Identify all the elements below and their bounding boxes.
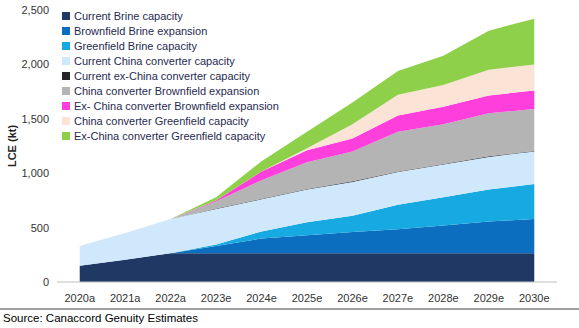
x-tick-label: 2026e <box>337 292 368 304</box>
y-tick <box>54 282 57 283</box>
x-tick-label: 2023e <box>201 292 232 304</box>
x-tick-label: 2024e <box>246 292 277 304</box>
x-tick-label: 2030e <box>519 292 550 304</box>
legend-swatch <box>62 132 70 140</box>
legend: Current Brine capacity Brownfield Brine e… <box>62 10 279 142</box>
legend-label: Brownfield Brine expansion <box>74 25 207 37</box>
legend-swatch <box>62 87 70 95</box>
y-tick-label: 1,500 <box>21 113 49 125</box>
legend-swatch <box>62 57 70 65</box>
source-note: Source: Canaccord Genuity Estimates <box>3 312 198 324</box>
legend-label: China converter Greenfield capacity <box>74 115 249 127</box>
y-tick-label: 2,000 <box>21 58 49 70</box>
x-tick-label: 2021a <box>110 292 141 304</box>
y-axis-label: LCE (kt) <box>6 125 18 168</box>
x-tick-label: 2027e <box>383 292 414 304</box>
y-tick-label: 1,000 <box>21 167 49 179</box>
legend-swatch <box>62 42 70 50</box>
x-tick-label: 2025e <box>292 292 323 304</box>
y-tick <box>54 64 57 65</box>
legend-swatch <box>62 12 70 20</box>
legend-label: China converter Brownfield expansion <box>74 85 259 97</box>
x-tick-label: 2022a <box>155 292 186 304</box>
legend-swatch <box>62 27 70 35</box>
legend-label: Ex-China converter Greenfield capacity <box>74 130 266 142</box>
y-tick-label: 0 <box>43 276 49 288</box>
x-tick-label: 2029e <box>474 292 505 304</box>
legend-label: Current China converter capacity <box>74 55 235 67</box>
y-tick-label: 500 <box>31 222 49 234</box>
chart-svg: 0 500 1,000 1,500 2,000 2,500 2020a 2021a 2022a 2… <box>0 0 579 328</box>
x-axis-line <box>57 282 557 283</box>
legend-swatch <box>62 102 70 110</box>
legend-swatch <box>62 72 70 80</box>
y-tick <box>54 173 57 174</box>
legend-label: Current ex-China converter capacity <box>74 70 251 82</box>
source-separator <box>0 309 579 310</box>
y-tick-label: 2,500 <box>21 4 49 16</box>
y-tick <box>54 227 57 228</box>
x-tick-label: 2020a <box>64 292 95 304</box>
area-series <box>80 253 535 282</box>
legend-label: Greenfield Brine capacity <box>74 40 197 52</box>
y-tick <box>54 10 57 11</box>
legend-label: Ex- China converter Brownfield expansion <box>74 100 279 112</box>
chart-root: 0 500 1,000 1,500 2,000 2,500 2020a 2021a 2022a 2… <box>0 0 579 328</box>
legend-label: Current Brine capacity <box>74 10 183 22</box>
area-series <box>80 91 535 247</box>
legend-swatch <box>62 117 70 125</box>
x-tick-label: 2028e <box>428 292 459 304</box>
y-tick <box>54 118 57 119</box>
